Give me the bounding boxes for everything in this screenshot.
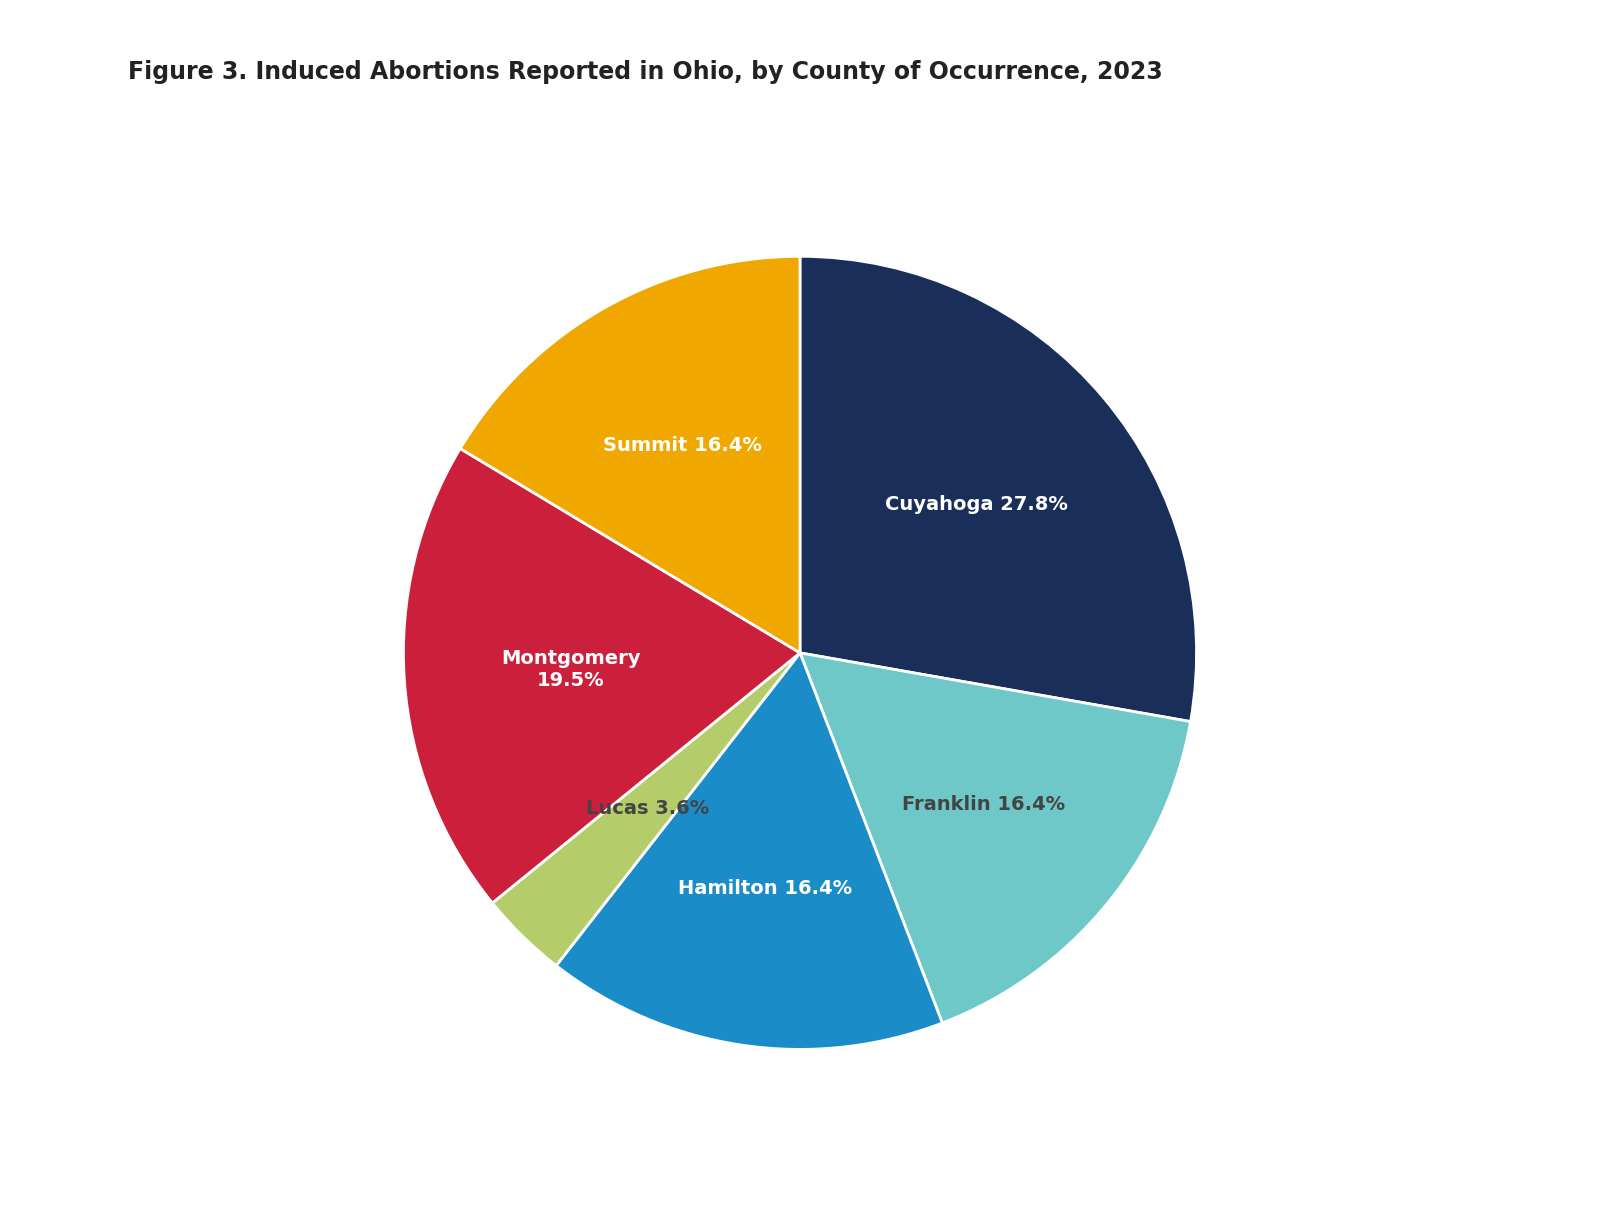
Wedge shape	[461, 256, 800, 653]
Text: Lucas 3.6%: Lucas 3.6%	[586, 799, 709, 818]
Wedge shape	[557, 653, 942, 1049]
Text: Figure 3. Induced Abortions Reported in Ohio, by County of Occurrence, 2023: Figure 3. Induced Abortions Reported in …	[128, 60, 1163, 85]
Text: Summit 16.4%: Summit 16.4%	[603, 436, 762, 456]
Text: Hamilton 16.4%: Hamilton 16.4%	[678, 879, 853, 898]
Wedge shape	[493, 653, 800, 966]
Text: Montgomery
19.5%: Montgomery 19.5%	[501, 648, 640, 689]
Wedge shape	[800, 653, 1190, 1023]
Wedge shape	[403, 449, 800, 903]
Text: Cuyahoga 27.8%: Cuyahoga 27.8%	[885, 496, 1067, 515]
Text: Franklin 16.4%: Franklin 16.4%	[902, 794, 1066, 814]
Wedge shape	[800, 256, 1197, 722]
